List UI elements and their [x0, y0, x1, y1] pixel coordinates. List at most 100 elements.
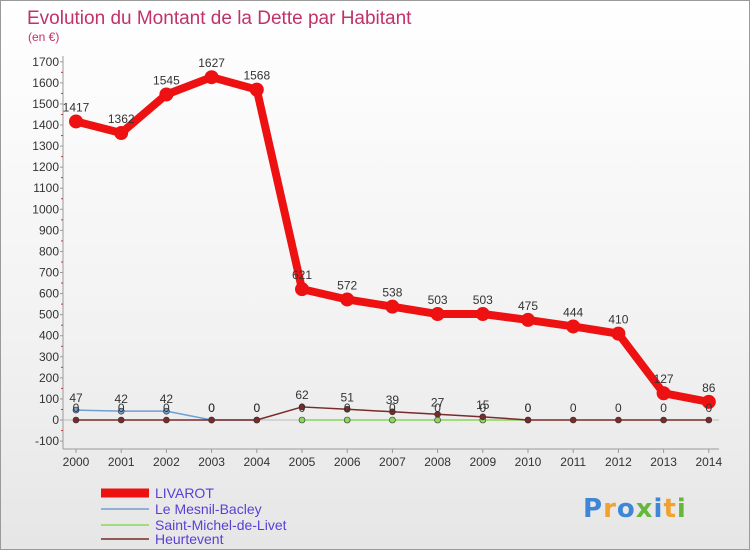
data-point — [298, 403, 306, 411]
data-label: 410 — [608, 313, 628, 327]
data-point — [705, 416, 713, 424]
data-label: 475 — [518, 299, 538, 313]
data-label: 503 — [473, 293, 493, 307]
data-point — [385, 299, 400, 314]
data-label: 621 — [292, 268, 312, 282]
data-point — [204, 70, 219, 85]
data-point — [615, 416, 622, 424]
data-point — [566, 319, 581, 334]
x-tick-label: 2014 — [695, 455, 722, 469]
data-label: 0 — [208, 401, 215, 415]
x-tick-label: 2005 — [289, 455, 316, 469]
data-point — [389, 408, 396, 416]
data-point — [389, 416, 396, 424]
data-label: 1417 — [63, 100, 90, 114]
data-point — [163, 416, 170, 424]
data-point — [298, 416, 306, 424]
data-label: 127 — [654, 372, 674, 386]
logo-letter: t — [663, 494, 676, 524]
logo-text: Proxiti — [583, 494, 687, 524]
data-label: 0 — [253, 401, 260, 415]
data-label: 42 — [160, 392, 174, 406]
logo-letter: i — [677, 494, 687, 524]
y-tick-label: 300 — [39, 350, 59, 364]
data-point — [117, 416, 125, 424]
data-label: 1362 — [108, 112, 135, 126]
data-label: 15 — [476, 398, 490, 412]
y-tick-label: 1600 — [32, 76, 59, 90]
legend-label: LIVAROT — [155, 485, 214, 501]
data-point — [249, 82, 264, 97]
data-label: 503 — [428, 293, 448, 307]
y-tick-label: 700 — [39, 266, 59, 280]
data-labels: 1417 1362 1545 1627 1568 621 572 538 503 503 475 44… — [63, 56, 716, 415]
data-point — [253, 416, 261, 424]
x-tick-label: 2004 — [243, 455, 270, 469]
x-tick-label: 2008 — [424, 455, 451, 469]
data-point — [69, 114, 83, 129]
x-tick-label: 2013 — [650, 455, 677, 469]
legend-entry: LIVAROT — [101, 485, 214, 501]
data-point — [656, 386, 671, 401]
data-label: 0 — [615, 401, 622, 415]
data-label: 0 — [73, 401, 80, 415]
y-tick-label: -100 — [35, 434, 59, 448]
data-point — [524, 416, 532, 424]
data-label: 0 — [525, 401, 532, 415]
data-point — [434, 416, 441, 424]
data-label: 1627 — [198, 56, 225, 70]
data-label: 0 — [479, 401, 486, 415]
data-label: 0 — [344, 401, 351, 415]
x-tick-label: 2002 — [153, 455, 180, 469]
data-label: 0 — [208, 401, 215, 415]
y-tick-label: 100 — [39, 392, 59, 406]
data-point — [475, 307, 490, 322]
data-point — [208, 416, 215, 424]
series-heurtevent — [72, 403, 713, 424]
x-tick-label: 2007 — [379, 455, 406, 469]
y-tick-label: 1500 — [32, 97, 59, 111]
data-label: 0 — [299, 401, 306, 415]
x-tick-label: 2003 — [198, 455, 225, 469]
data-label: 538 — [382, 286, 402, 300]
y-tick-label: 400 — [39, 329, 59, 343]
x-tick-label: 2001 — [108, 455, 135, 469]
data-label: 62 — [295, 388, 309, 402]
data-point — [343, 405, 351, 413]
chart-title: Evolution du Montant de la Dette par Hab… — [27, 8, 412, 29]
y-tick-label: 1400 — [32, 118, 59, 132]
x-tick-label: 2010 — [515, 455, 542, 469]
chart-subtitle: (en €) — [28, 30, 59, 44]
y-tick-label: 0 — [52, 413, 59, 427]
logo-letter: o — [617, 494, 636, 524]
data-label: 0 — [660, 401, 667, 415]
data-point — [701, 394, 716, 409]
data-label: 47 — [69, 391, 83, 405]
data-point — [660, 416, 667, 424]
series-line — [72, 73, 713, 406]
data-label: 572 — [337, 278, 357, 292]
data-point — [72, 416, 80, 424]
logo-letter: x — [636, 494, 654, 524]
series-layer — [69, 70, 716, 424]
data-point — [340, 292, 355, 307]
logo-letter: r — [603, 494, 617, 524]
legend-label: Heurtevent — [155, 531, 224, 547]
data-point — [569, 416, 577, 424]
data-point — [479, 413, 487, 421]
data-point — [159, 87, 174, 102]
data-label: 0 — [525, 401, 532, 415]
series-livarot — [69, 70, 716, 409]
logo-letter: i — [654, 494, 664, 524]
y-tick-label: 600 — [39, 287, 59, 301]
y-tick-label: 500 — [39, 308, 59, 322]
data-label: 0 — [163, 401, 170, 415]
data-point — [434, 411, 441, 418]
data-point — [343, 416, 351, 424]
y-tick-label: 200 — [39, 371, 59, 385]
legend-label: Saint-Michel-de-Livet — [155, 517, 287, 533]
logo-letter: P — [583, 494, 603, 524]
data-label: 0 — [389, 401, 396, 415]
x-tick-label: 2009 — [469, 455, 496, 469]
